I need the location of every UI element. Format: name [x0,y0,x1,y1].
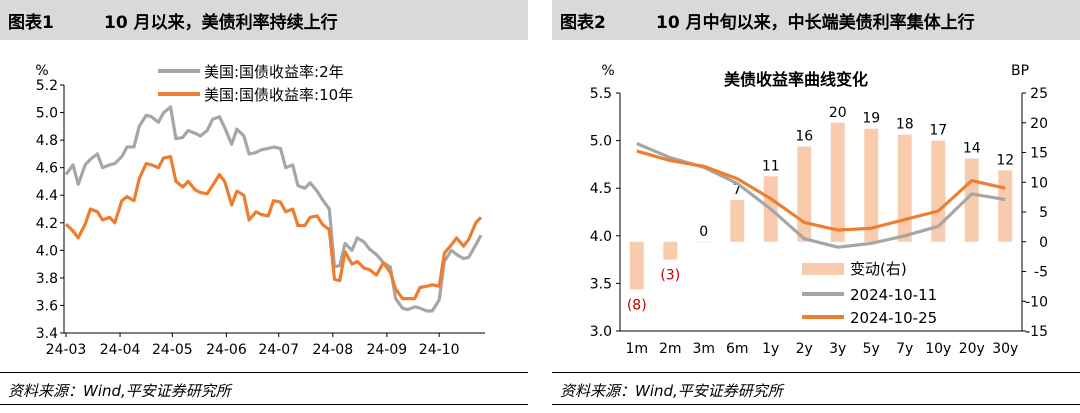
bar [998,170,1013,242]
x-tick-label: 3y [829,341,846,357]
y-tick-label: 5.0 [36,106,58,122]
series-line-2y [64,105,483,313]
legend-label-2024-10-25: 2024-10-25 [850,309,937,327]
y-tick-label: 3.5 [590,276,612,292]
bar [797,146,812,242]
bar-data-label: 7 [733,182,742,198]
y-tick-label: 4.0 [590,229,612,245]
x-tick-label: 2y [796,341,813,357]
y-tick-label: 3.8 [36,271,58,287]
figure-1-title: 10 月以来，美债利率持续上行 [104,13,338,33]
y2-tick-label: 20 [1030,116,1048,132]
x-tick-label: 5y [863,341,880,357]
series-line-10y [64,154,483,301]
x-tick-label: 24-03 [46,342,87,358]
figure-1-header: 图表1 10 月以来，美债利率持续上行 [0,0,528,40]
legend-label-bar: 变动(右) [850,260,907,278]
x-tick-label: 20y [959,341,985,357]
y2-tick-label: 5 [1039,205,1048,221]
figure-1-source: 资料来源：Wind,平安证券研究所 [8,382,231,400]
x-tick-label: 24-08 [312,342,353,358]
y-tick-label: 4.6 [36,161,58,177]
bar [864,128,879,242]
bar-data-label: 18 [896,117,914,133]
x-tick-label: 1m [625,341,648,357]
y2-tick-label: 10 [1030,175,1048,191]
bar [964,158,979,242]
bar [730,200,745,242]
y2-tick-label: -15 [1025,324,1048,340]
bar-data-label: 20 [829,105,847,121]
figure-2-bottom-rule [552,404,1080,405]
x-tick-label: 3m [692,341,715,357]
bar-data-label: 14 [963,140,981,156]
y-tick-label: 5.0 [590,134,612,150]
bar [696,241,711,243]
figure-2-panel: 图表2 10 月中旬以来，中长端美债利率集体上行 美债收益率曲线变化% BP 5.5… [552,0,1080,413]
y-tick-label: 4.8 [36,133,58,149]
bar [830,122,845,242]
bar [629,241,644,290]
bar [931,140,946,242]
y-tick-label: 4.5 [590,181,612,197]
x-tick-label: 2m [659,341,682,357]
x-tick-label: 6m [726,341,749,357]
y2-tick-label: 0 [1039,235,1048,251]
series-line-2024-10-25 [636,149,1006,232]
y-tick-label: 5.2 [36,78,58,94]
bar-data-label: (3) [660,268,680,284]
x-tick-label: 24-05 [152,342,193,358]
y-tick-label: 3.0 [590,324,612,340]
bar [897,134,912,242]
x-tick-label: 24-10 [419,342,460,358]
figure-2-source: 资料来源：Wind,平安证券研究所 [560,382,783,400]
y2-tick-label: 25 [1030,86,1048,102]
figure-1-panel: 图表1 10 月以来，美债利率持续上行 % 5.2 5.0 4.8 4.6 4.4 4.2 4… [0,0,528,413]
x-tick-label: 24-09 [366,342,407,358]
y-axis-label: % [601,63,614,79]
y-tick-label: 4.2 [36,216,58,232]
legend-swatch-bar [802,263,844,275]
figure-2-divider [552,372,1080,373]
chart-2-svg: 美债收益率曲线变化% BP 5.5 5.0 4.5 4.0 3.5 3.0 25 20 15 10 5 0… [590,63,1048,357]
bar-data-label: 17 [929,123,947,139]
legend-label-10y: 美国:国债收益率:10年 [204,86,353,104]
y-tick-label: 4.4 [36,188,58,204]
legend-label-2y: 美国:国债收益率:2年 [204,63,344,81]
series-line-2024-10-11 [636,142,1006,249]
y-tick-label: 4.0 [36,243,58,259]
y-tick-label: 3.6 [36,298,58,314]
figure-1-divider [0,372,528,373]
y2-tick-label: -5 [1034,265,1048,281]
x-tick-label: 24-06 [206,342,247,358]
x-tick-label: 10y [925,341,951,357]
figure-2-title: 10 月中旬以来，中长端美债利率集体上行 [656,13,975,33]
figure-2-header: 图表2 10 月中旬以来，中长端美债利率集体上行 [552,0,1080,40]
x-tick-label: 30y [992,341,1018,357]
y-axis-label: % [35,63,48,79]
chart-1-svg: %5.2 5.0 4.8 4.6 4.4 4.2 4.0 3.8 3.6 3.424-03 24-0… [35,63,485,358]
y2-tick-label: -10 [1025,294,1048,310]
bar-data-label: (8) [627,297,647,313]
bar-data-label: 11 [762,158,780,174]
bar-data-label: 19 [862,111,880,127]
figure-1-bottom-rule [0,404,528,405]
x-tick-label: 1y [762,341,779,357]
x-tick-label: 24-04 [100,342,141,358]
chart-title: 美债收益率曲线变化 [724,70,868,89]
x-tick-label: 7y [896,341,913,357]
y2-tick-label: 15 [1030,146,1048,162]
bar-data-label: 16 [795,129,813,145]
bar [663,241,678,260]
legend-label-2024-10-11: 2024-10-11 [850,286,937,304]
y-tick-label: 3.4 [36,326,58,342]
bar-data-label: 12 [996,152,1014,168]
y-tick-label: 5.5 [590,86,612,102]
y2-axis-label: BP [1011,63,1029,79]
figure-2-tag: 图表2 [560,13,606,33]
x-tick-label: 24-07 [258,342,299,358]
bar-data-label: 0 [699,224,708,240]
figure-1-tag: 图表1 [8,13,54,33]
